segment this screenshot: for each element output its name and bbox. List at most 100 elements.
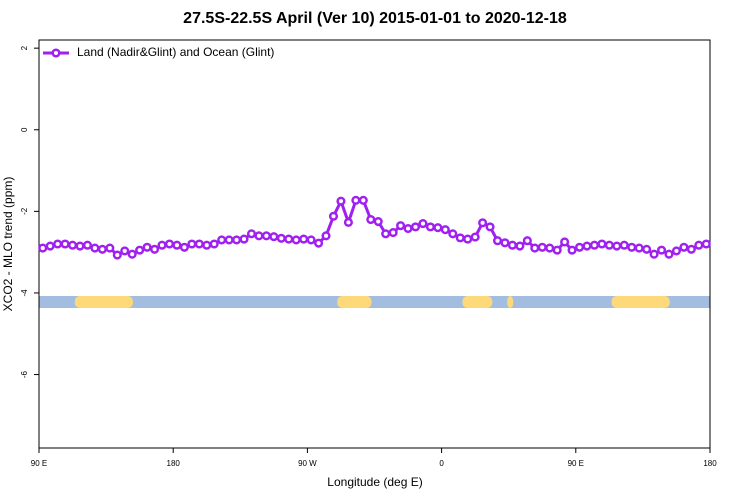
point: [53, 239, 63, 249]
point: [164, 239, 175, 249]
point: [239, 234, 249, 244]
x-tick-label: 180: [703, 459, 717, 468]
ocean-strip: [39, 296, 710, 308]
point: [634, 243, 644, 253]
point: [232, 235, 242, 245]
point: [515, 241, 525, 251]
point: [224, 235, 234, 245]
x-tick-label: 180: [167, 459, 181, 468]
point: [410, 222, 421, 232]
point: [68, 240, 78, 250]
point: [545, 243, 555, 253]
y-tick-label: 2: [20, 45, 29, 50]
point: [500, 238, 510, 248]
point: [567, 245, 577, 255]
land-segment: [74, 296, 133, 308]
point: [366, 214, 376, 225]
point: [537, 242, 547, 252]
point: [246, 229, 257, 239]
point: [373, 217, 383, 227]
point: [574, 242, 585, 252]
y-tick-label: -4: [20, 289, 29, 297]
point: [269, 232, 279, 242]
point: [642, 244, 652, 254]
point: [671, 246, 682, 256]
point: [604, 240, 614, 250]
point: [38, 243, 48, 253]
point: [492, 236, 503, 246]
point: [649, 249, 659, 259]
point: [105, 243, 115, 253]
point: [82, 240, 93, 250]
point: [157, 240, 167, 250]
point: [150, 244, 160, 254]
point: [619, 240, 629, 250]
point: [396, 221, 406, 231]
point: [209, 239, 219, 249]
point: [656, 245, 667, 255]
point: [179, 242, 189, 252]
x-tick-label: 90 W: [298, 459, 317, 468]
point: [522, 236, 532, 246]
point: [694, 240, 704, 250]
point: [321, 231, 331, 241]
legend-marker: [51, 48, 61, 58]
point: [388, 228, 398, 238]
point: [142, 242, 152, 252]
point: [202, 240, 212, 250]
point: [582, 241, 592, 251]
point: [291, 235, 301, 245]
land-segment: [611, 296, 670, 308]
chart-title: 27.5S-22.5S April (Ver 10) 2015-01-01 to…: [183, 10, 567, 27]
point: [127, 249, 137, 259]
point: [448, 229, 458, 239]
point: [261, 231, 271, 241]
point: [664, 249, 674, 259]
point: [328, 211, 339, 221]
point: [90, 243, 100, 253]
land-segment: [462, 296, 493, 308]
x-tick-label: 90 E: [31, 459, 47, 468]
point: [112, 250, 122, 260]
x-tick-label: 90 E: [568, 459, 584, 468]
point: [194, 239, 204, 249]
point: [433, 223, 443, 233]
point: [679, 242, 689, 252]
point: [120, 246, 130, 256]
point: [455, 233, 465, 243]
point: [463, 234, 473, 244]
point: [172, 240, 182, 250]
point: [440, 225, 450, 235]
point: [552, 245, 562, 255]
point: [336, 196, 346, 206]
point: [343, 217, 353, 227]
point: [314, 238, 324, 248]
point: [485, 222, 495, 232]
point: [97, 244, 107, 254]
point: [217, 235, 227, 245]
point: [284, 234, 294, 244]
point: [627, 242, 637, 252]
point: [530, 243, 540, 253]
point: [470, 232, 480, 242]
point: [187, 239, 197, 249]
point: [507, 240, 517, 250]
point: [299, 234, 309, 244]
land-segment: [337, 296, 372, 308]
legend-label: Land (Nadir&Glint) and Ocean (Glint): [77, 45, 274, 59]
y-tick-label: 0: [20, 127, 29, 132]
point: [686, 244, 696, 254]
point: [358, 195, 368, 205]
point: [597, 239, 607, 249]
point: [351, 195, 361, 205]
point: [306, 235, 316, 245]
point: [425, 222, 435, 232]
y-tick-label: -6: [20, 370, 29, 378]
point: [254, 231, 264, 241]
point: [478, 218, 488, 228]
x-tick-label: 0: [439, 459, 444, 468]
point: [701, 239, 711, 249]
land-segment: [507, 296, 514, 308]
point: [75, 241, 85, 251]
